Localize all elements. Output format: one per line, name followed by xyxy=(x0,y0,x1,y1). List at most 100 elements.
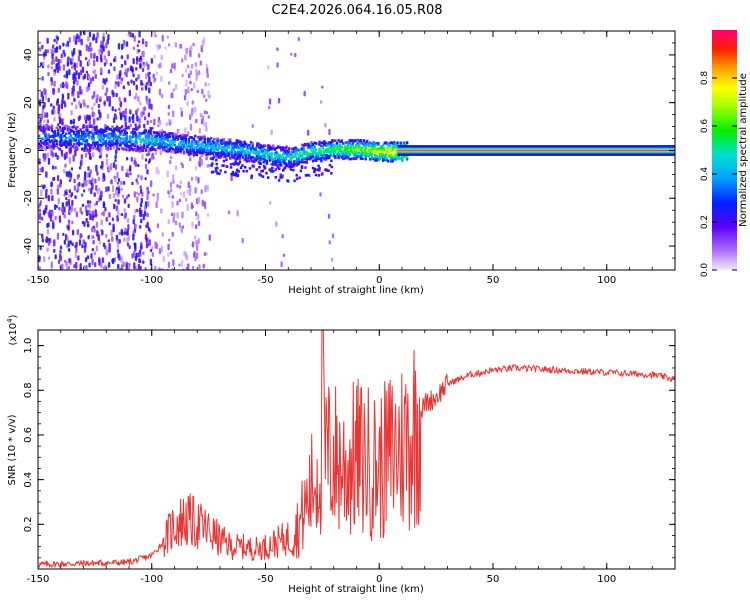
heatmap-cell xyxy=(267,154,270,158)
heatmap-cell xyxy=(235,142,238,146)
heatmap-cell xyxy=(194,187,197,194)
heatmap-cell xyxy=(329,154,332,157)
heatmap-cell xyxy=(276,160,280,163)
heatmap-cell xyxy=(112,117,116,124)
heatmap-cell xyxy=(98,241,102,245)
heatmap-cell xyxy=(262,164,266,168)
heatmap-cell xyxy=(283,147,286,151)
heatmap-cell xyxy=(149,128,152,131)
heatmap-cell xyxy=(302,144,305,147)
heatmap-cell xyxy=(179,192,183,196)
heatmap-cell xyxy=(176,212,179,219)
heatmap-cell xyxy=(198,53,201,58)
heatmap-cell xyxy=(389,153,393,157)
heatmap-cell xyxy=(89,144,92,147)
heatmap-cell xyxy=(361,141,364,145)
heatmap-cell xyxy=(174,83,178,90)
heatmap-cell xyxy=(98,257,101,263)
heatmap-cell xyxy=(184,54,187,61)
heatmap-cell xyxy=(159,150,162,156)
heatmap-cell xyxy=(256,144,259,148)
heatmap-cell xyxy=(305,161,308,164)
heatmap-cell xyxy=(147,141,151,145)
heatmap-cell xyxy=(343,149,347,152)
heatmap-cell xyxy=(326,148,329,151)
heatmap-cell xyxy=(61,135,65,138)
heatmap-cell xyxy=(311,150,315,153)
heatmap-cell xyxy=(90,131,93,135)
heatmap-cell xyxy=(337,139,340,142)
heatmap-cell xyxy=(208,234,211,241)
heatmap-cell xyxy=(114,83,117,89)
heatmap-cell xyxy=(68,127,71,131)
heatmap-cell xyxy=(280,175,284,179)
heatmap-cell xyxy=(251,155,254,159)
heatmap-cell xyxy=(71,52,74,57)
heatmap-cell xyxy=(124,140,127,143)
heatmap-cell xyxy=(141,87,144,91)
heatmap-cell xyxy=(143,146,146,150)
heatmap-cell xyxy=(124,144,127,147)
heatmap-cell xyxy=(337,155,340,158)
heatmap-cell xyxy=(353,157,356,161)
heatmap-cell xyxy=(238,140,242,143)
heatmap-cell xyxy=(95,245,98,252)
heatmap-cell xyxy=(185,47,188,55)
heatmap-cell xyxy=(289,161,292,165)
heatmap-cell xyxy=(203,140,206,144)
heatmap-cell xyxy=(197,220,201,227)
heatmap-cell xyxy=(224,147,227,151)
heatmap-cell xyxy=(174,165,178,171)
heatmap-cell xyxy=(313,145,316,149)
heatmap-cell xyxy=(160,132,163,135)
heatmap-cell xyxy=(144,163,148,170)
heatmap-cell xyxy=(281,174,284,178)
heatmap-cell xyxy=(245,169,248,173)
heatmap-cell xyxy=(106,132,109,136)
heatmap-cell xyxy=(81,193,84,197)
heatmap-cell xyxy=(325,169,328,172)
heatmap-cell xyxy=(364,145,367,149)
heatmap-cell xyxy=(51,152,55,158)
heatmap-cell xyxy=(154,135,157,138)
heatmap-cell xyxy=(74,139,77,142)
heatmap-cell xyxy=(270,155,273,158)
heatmap-cell xyxy=(278,163,281,167)
heatmap-cell xyxy=(156,43,159,48)
heatmap-cell xyxy=(187,141,191,144)
heatmap-cell xyxy=(65,136,68,140)
heatmap-cell xyxy=(394,154,398,158)
heatmap-cell xyxy=(224,144,227,147)
heatmap-cell xyxy=(144,148,148,151)
heatmap-cell xyxy=(53,248,56,253)
heatmap-cell xyxy=(77,135,81,138)
heatmap-cell xyxy=(190,88,193,92)
heatmap-cell xyxy=(348,142,351,145)
heatmap-cell xyxy=(91,210,94,218)
heatmap-cell xyxy=(356,142,359,145)
heatmap-cell xyxy=(146,98,150,105)
heatmap-cell xyxy=(194,153,197,156)
heatmap-cell xyxy=(202,148,205,152)
heatmap-cell xyxy=(84,145,87,148)
heatmap-cell xyxy=(324,148,328,152)
heatmap-cell xyxy=(158,267,161,270)
heatmap-cell xyxy=(218,156,221,159)
heatmap-cell xyxy=(149,81,152,87)
heatmap-cell xyxy=(195,240,198,245)
heatmap-cell xyxy=(385,158,388,161)
heatmap-cell xyxy=(42,129,46,132)
heatmap-cell xyxy=(44,49,47,57)
heatmap-cell xyxy=(215,152,218,155)
heatmap-cell xyxy=(129,172,132,176)
heatmap-cell xyxy=(236,174,239,177)
heatmap-cell xyxy=(107,69,111,74)
heatmap-cell xyxy=(377,157,380,160)
heatmap-cell xyxy=(331,150,334,153)
heatmap-cell xyxy=(100,128,103,131)
heatmap-cell xyxy=(200,137,203,140)
heatmap-cell xyxy=(117,127,120,131)
heatmap-cell xyxy=(73,207,76,212)
heatmap-cell xyxy=(238,160,242,164)
heatmap-cell xyxy=(149,248,153,253)
